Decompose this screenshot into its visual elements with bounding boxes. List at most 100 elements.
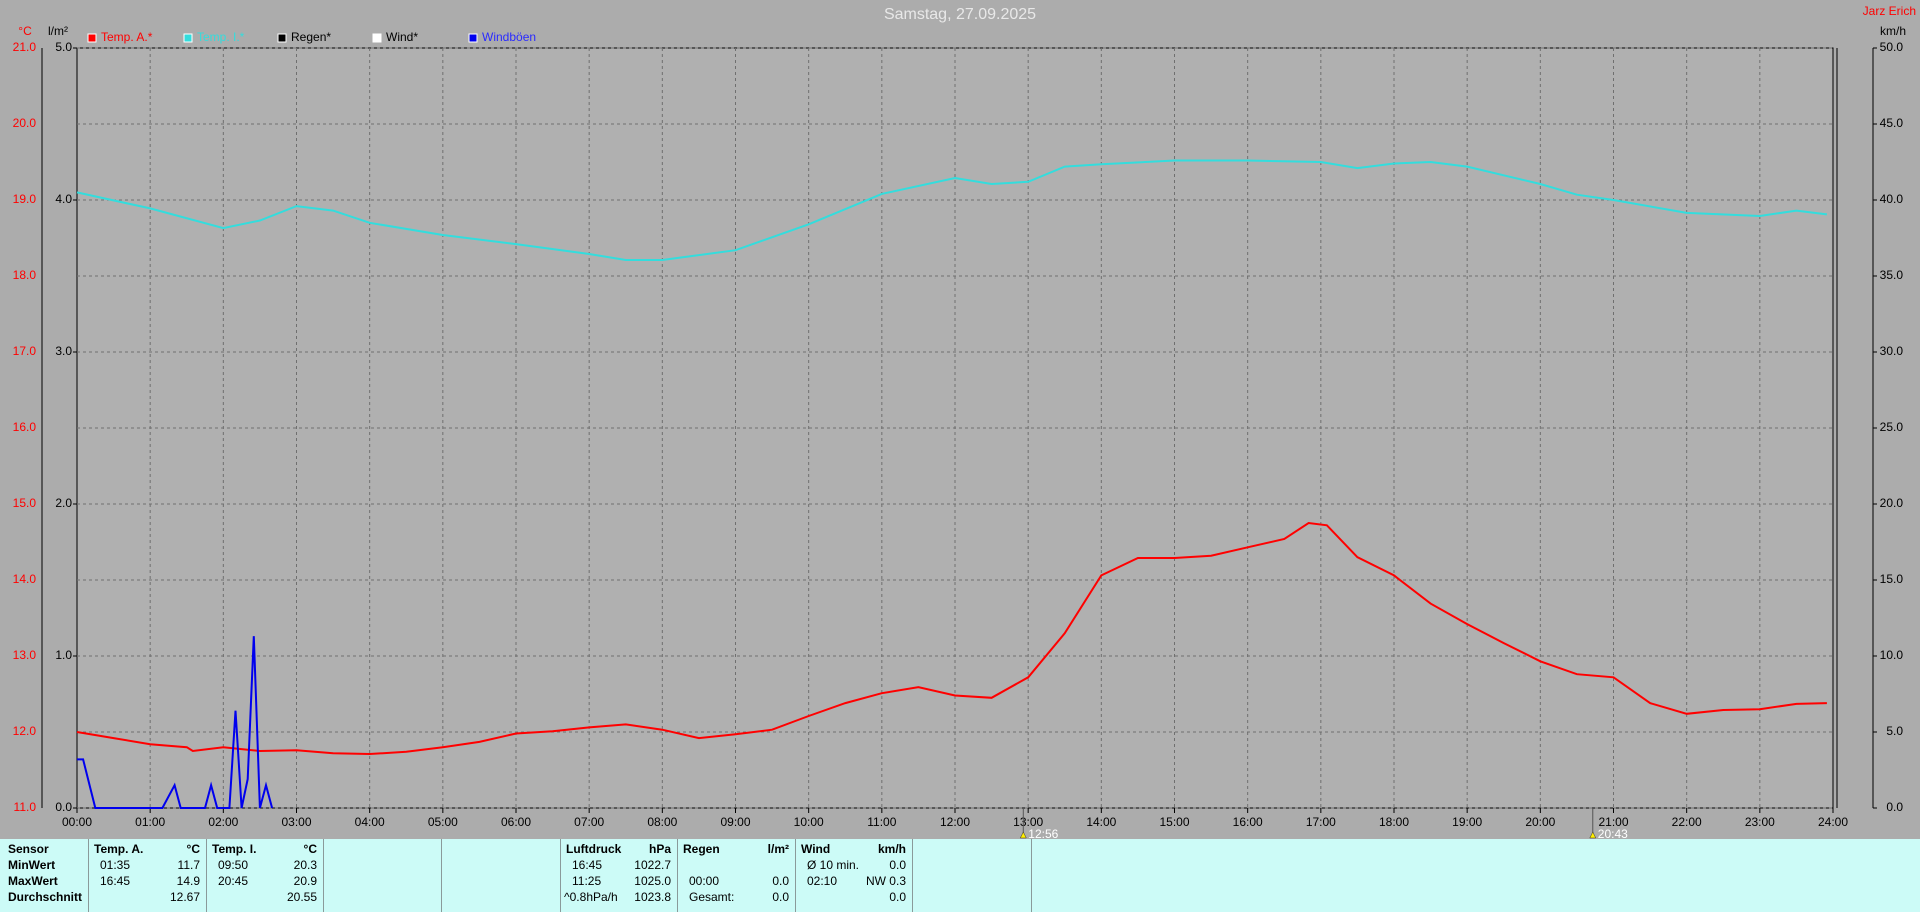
y-tick-label: 21.0	[13, 40, 37, 54]
y3-tick-label: 25.0	[1880, 420, 1904, 434]
y-tick-label: 19.0	[13, 192, 37, 206]
cell-value: 0.0	[772, 874, 789, 888]
x-tick-label: 10:00	[794, 815, 824, 829]
y-tick-label: 11.0	[14, 800, 37, 814]
column-separator	[323, 839, 324, 912]
cell-time: 16:45	[572, 858, 603, 872]
cell-time: 02:10	[807, 874, 838, 888]
y3-tick-label: 35.0	[1880, 268, 1904, 282]
cell-value: 0.0	[772, 890, 789, 904]
y3-tick-label: 40.0	[1880, 192, 1904, 206]
annotation-icon	[1589, 831, 1597, 839]
x-tick-label: 02:00	[208, 815, 238, 829]
legend-label: Windböen	[482, 30, 536, 44]
column-unit: °C	[186, 842, 200, 856]
x-tick-label: 24:00	[1818, 815, 1848, 829]
cell-time: 01:35	[100, 858, 131, 872]
series-line	[76, 521, 1827, 756]
column-title: Regen	[683, 842, 720, 856]
cell-time: ^0.8hPa/h	[564, 890, 618, 904]
series-line	[77, 636, 274, 809]
y2-tick-label: 5.0	[55, 40, 72, 54]
cell-value: 20.55	[286, 890, 317, 904]
legend-label: Temp. I.*	[197, 30, 245, 44]
series-line	[76, 159, 1828, 261]
y2-tick-label: 4.0	[55, 192, 72, 206]
y3-tick-label: 50.0	[1880, 40, 1904, 54]
y3-tick-label: 30.0	[1880, 344, 1904, 358]
x-tick-label: 15:00	[1159, 815, 1189, 829]
legend-swatch	[372, 33, 382, 43]
y-tick-label: 17.0	[13, 344, 37, 358]
y-tick-label: 16.0	[13, 420, 37, 434]
cell-value: NW 0.3	[865, 874, 906, 888]
row-label: MinWert	[8, 858, 56, 872]
y2-tick-label: 1.0	[55, 648, 72, 662]
y3-tick-label: 10.0	[1880, 648, 1904, 662]
x-tick-label: 18:00	[1379, 815, 1409, 829]
cell-time: Gesamt:	[689, 890, 735, 904]
column-unit: °C	[303, 842, 317, 856]
x-tick-label: 00:00	[62, 815, 92, 829]
y-tick-label: 20.0	[13, 116, 37, 130]
x-tick-label: 11:00	[867, 815, 896, 829]
annotation-icon	[1019, 831, 1027, 839]
column-separator	[560, 839, 561, 912]
legend-label: Regen*	[291, 30, 331, 44]
column-title: Temp. A.	[94, 842, 144, 856]
x-tick-label: 13:00	[1013, 815, 1043, 829]
x-tick-label: 22:00	[1672, 815, 1702, 829]
x-tick-label: 21:00	[1598, 815, 1628, 829]
y3-tick-label: 20.0	[1880, 496, 1904, 510]
table-header: Sensor	[8, 842, 49, 856]
x-tick-label: 17:00	[1306, 815, 1336, 829]
x-tick-label: 23:00	[1745, 815, 1775, 829]
x-tick-label: 09:00	[720, 815, 750, 829]
y3-tick-label: 45.0	[1880, 116, 1904, 130]
legend-swatch	[183, 33, 193, 43]
stats-table: Sensor MinWert MaxWert Durchschnitt Temp. A.…	[0, 839, 1920, 912]
column-unit: l/m²	[767, 842, 789, 856]
cell-time: 11:25	[572, 874, 602, 888]
x-tick-label: 20:00	[1525, 815, 1555, 829]
y2-tick-label: 3.0	[55, 344, 72, 358]
y-tick-label: 13.0	[13, 648, 37, 662]
cell-value: 14.9	[176, 874, 200, 888]
annotation-label: 12:56	[1028, 827, 1058, 839]
x-tick-label: 05:00	[428, 815, 458, 829]
cell-value: 12.67	[169, 890, 200, 904]
y-tick-label: 18.0	[13, 268, 37, 282]
y-axis-unit: °C	[18, 24, 32, 38]
x-tick-label: 14:00	[1086, 815, 1116, 829]
annotation-label: 20:43	[1598, 827, 1628, 839]
y-tick-label: 15.0	[13, 496, 37, 510]
column-separator	[1031, 839, 1032, 912]
y3-tick-label: 15.0	[1880, 572, 1904, 586]
x-tick-label: 01:00	[135, 815, 165, 829]
author: Jarz Erich	[1863, 4, 1916, 18]
legend-swatch	[468, 33, 478, 43]
x-tick-label: 12:00	[940, 815, 970, 829]
row-label: MaxWert	[8, 874, 58, 888]
chart-title: Samstag, 27.09.2025	[884, 6, 1036, 23]
legend-swatch	[277, 33, 287, 43]
cell-value: 20.9	[293, 874, 317, 888]
cell-value: 1023.8	[634, 890, 671, 904]
x-tick-label: 16:00	[1233, 815, 1263, 829]
column-separator	[677, 839, 678, 912]
column-unit: km/h	[877, 842, 906, 856]
column-unit: hPa	[648, 842, 671, 856]
x-tick-label: 08:00	[647, 815, 677, 829]
cell-time: Ø 10 min.	[807, 858, 860, 872]
column-title: Luftdruck	[566, 842, 622, 856]
x-tick-label: 04:00	[355, 815, 385, 829]
x-tick-label: 03:00	[281, 815, 311, 829]
cell-value: 1025.0	[634, 874, 671, 888]
x-tick-label: 19:00	[1452, 815, 1482, 829]
y-tick-label: 14.0	[13, 572, 37, 586]
column-separator	[88, 839, 89, 912]
column-separator	[441, 839, 442, 912]
y2-tick-label: 0.0	[55, 800, 72, 814]
legend-swatch	[87, 33, 97, 43]
